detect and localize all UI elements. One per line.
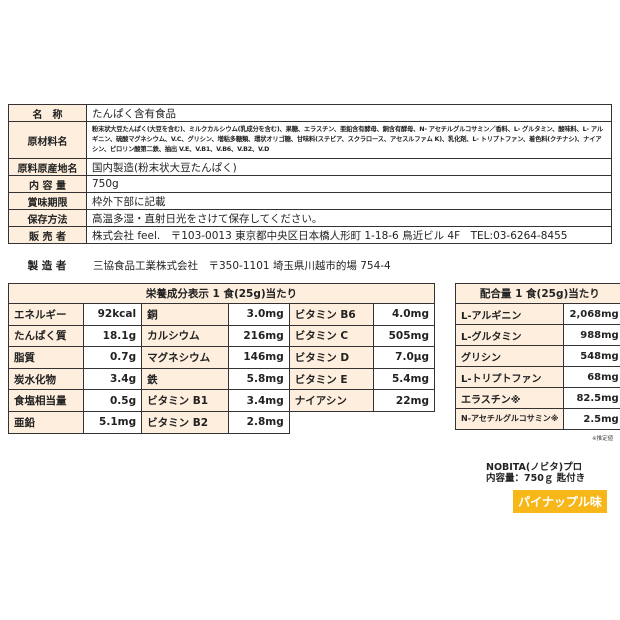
nutrition-row: 亜鉛 5.1mg ビタミン B2 2.8mg	[8, 410, 435, 434]
nutrient-value: 0.5g	[82, 389, 143, 412]
manufacturer-label: 製 造 者	[27, 260, 67, 272]
info-value: 高温多湿・直射日光をさけて保存してください。	[86, 209, 612, 227]
nutrient-name: 鉄	[141, 367, 230, 391]
empty-cell	[289, 411, 434, 433]
info-value: 国内製造(粉末状大豆たんぱく)	[86, 158, 612, 176]
info-label: 内 容 量	[8, 175, 87, 193]
nutrient-value: 3.4g	[82, 367, 143, 391]
formulation-row: N-アセチルグルコサミン※ 2.5mg	[454, 408, 620, 430]
nutrient-name: ビタミン C	[288, 324, 375, 348]
formulation-row: エラスチン※ 82.5mg	[454, 387, 620, 409]
nutrient-value: 5.1mg	[82, 410, 143, 434]
nutrition-title: 栄養成分表示 1 食(25g)当たり	[8, 283, 435, 304]
info-row: 販 売 者株式会社 feel. 〒103-0013 東京都中央区日本橋人形町 1…	[8, 226, 612, 244]
nutrient-value: 216mg	[228, 324, 290, 348]
formulation-row: L-トリプトファン 68mg	[454, 366, 620, 388]
nutrient-name: ビタミン D	[288, 346, 375, 369]
info-value: 株式会社 feel. 〒103-0013 東京都中央区日本橋人形町 1-18-6…	[86, 226, 612, 244]
info-label: 保存方法	[8, 209, 87, 227]
ingredient-name: グリシン	[454, 345, 565, 367]
nutrient-value: 18.1g	[82, 324, 143, 348]
flavor-badge: パイナップル味	[513, 490, 607, 513]
ingredient-amount: 548mg	[563, 345, 620, 367]
info-value: 粉末状大豆たんぱく(大豆を含む)、ミルクカルシウム(乳成分を含む)、果糖、エラス…	[86, 121, 612, 159]
product-label: NOBITA(ノビタ)プロ 内容量：750ｇ 匙付き	[486, 462, 585, 484]
ingredient-name: L-グルタミン	[454, 324, 565, 346]
nutrient-name: ナイアシン	[288, 389, 375, 412]
ingredient-amount: 2.5mg	[563, 408, 620, 430]
info-label: 原材料名	[8, 121, 87, 159]
info-label: 販 売 者	[8, 226, 87, 244]
nutrient-value: 7.0μg	[373, 346, 435, 369]
nutrient-name: 脂質	[8, 346, 84, 369]
ingredient-amount: 2,068mg	[563, 303, 620, 325]
nutrient-value: 92kcal	[82, 303, 143, 326]
nutrient-name: エネルギー	[8, 303, 84, 326]
info-value: 750g	[86, 175, 612, 193]
info-value: たんぱく含有食品	[86, 104, 612, 122]
nutrition-row: たんぱく質 18.1g カルシウム 216mg ビタミン C 505mg	[8, 324, 435, 348]
nutrient-value: 3.4mg	[228, 389, 290, 412]
nutrition-row: 炭水化物 3.4g 鉄 5.8mg ビタミン E 5.4mg	[8, 367, 435, 391]
nutrient-name: 亜鉛	[8, 410, 84, 434]
nutrient-name: マグネシウム	[141, 346, 230, 369]
info-label: 原料原産地名	[8, 158, 87, 176]
ingredient-amount: 988mg	[563, 324, 620, 346]
formulation-title: 配合量 1 食(25g)当たり	[455, 283, 620, 304]
nutrient-name: たんぱく質	[8, 324, 84, 348]
nutrition-table: 栄養成分表示 1 食(25g)当たり エネルギー 92kcal 銅 3.0mg ビタミン…	[8, 283, 435, 434]
nutrient-name: ビタミン B1	[141, 389, 230, 412]
nutrition-row: エネルギー 92kcal 銅 3.0mg ビタミン B6 4.0mg	[8, 303, 435, 326]
estimate-note: ※推定値	[592, 436, 614, 442]
nutrient-name: ビタミン B6	[288, 303, 375, 326]
ingredient-name: エラスチン※	[454, 387, 565, 409]
nutrient-name: ビタミン E	[288, 367, 375, 391]
nutrient-name: ビタミン B2	[141, 410, 230, 434]
nutrient-name: 銅	[141, 303, 230, 326]
ingredient-amount: 82.5mg	[563, 387, 620, 409]
nutrient-value: 3.0mg	[228, 303, 290, 326]
nutrition-row: 脂質 0.7g マグネシウム 146mg ビタミン D 7.0μg	[8, 346, 435, 369]
manufacturer-row: 製 造 者 三協食品工業株式会社 〒350-1101 埼玉県川越市的場 754-…	[8, 258, 391, 273]
info-row: 名 称たんぱく含有食品	[8, 104, 612, 122]
info-value: 枠外下部に記載	[86, 192, 612, 210]
product-content: 内容量：750ｇ 匙付き	[486, 473, 586, 484]
info-row: 原材料名 粉末状大豆たんぱく(大豆を含む)、ミルクカルシウム(乳成分を含む)、果糖…	[8, 121, 612, 159]
formulation-table: 配合量 1 食(25g)当たり L-アルギニン 2,068mg L-グルタミン 988…	[454, 283, 620, 430]
nutrient-value: 5.4mg	[373, 367, 435, 391]
nutrient-value: 505mg	[373, 324, 435, 348]
product-name: NOBITA(ノビタ)プロ	[486, 462, 583, 473]
nutrient-name: 食塩相当量	[8, 389, 84, 412]
nutrient-name: 炭水化物	[8, 367, 84, 391]
ingredient-name: L-トリプトファン	[454, 366, 565, 388]
ingredient-amount: 68mg	[563, 366, 620, 388]
nutrient-value: 0.7g	[82, 346, 143, 369]
ingredient-name: L-アルギニン	[454, 303, 565, 325]
manufacturer-value: 三協食品工業株式会社 〒350-1101 埼玉県川越市的場 754-4	[93, 260, 391, 272]
formulation-row: グリシン 548mg	[454, 345, 620, 367]
ingredient-name: N-アセチルグルコサミン※	[454, 408, 565, 430]
info-row: 保存方法 高温多湿・直射日光をさけて保存してください。	[8, 209, 612, 227]
info-label: 賞味期限	[8, 192, 87, 210]
product-info-table: 名 称たんぱく含有食品 原材料名 粉末状大豆たんぱく(大豆を含む)、ミルクカルシウム…	[8, 104, 612, 244]
nutrient-value: 2.8mg	[228, 410, 290, 434]
nutrient-value: 4.0mg	[373, 303, 435, 326]
info-row: 内 容 量 750g	[8, 175, 612, 193]
formulation-row: L-グルタミン 988mg	[454, 324, 620, 346]
nutrition-row: 食塩相当量 0.5g ビタミン B1 3.4mg ナイアシン 22mg	[8, 389, 435, 412]
nutrient-value: 5.8mg	[228, 367, 290, 391]
info-row: 原料原産地名 国内製造(粉末状大豆たんぱく)	[8, 158, 612, 176]
info-row: 賞味期限 枠外下部に記載	[8, 192, 612, 210]
info-label: 名 称	[8, 104, 87, 122]
nutrient-value: 146mg	[228, 346, 290, 369]
formulation-row: L-アルギニン 2,068mg	[454, 303, 620, 325]
nutrient-name: カルシウム	[141, 324, 230, 348]
nutrient-value: 22mg	[373, 389, 435, 412]
